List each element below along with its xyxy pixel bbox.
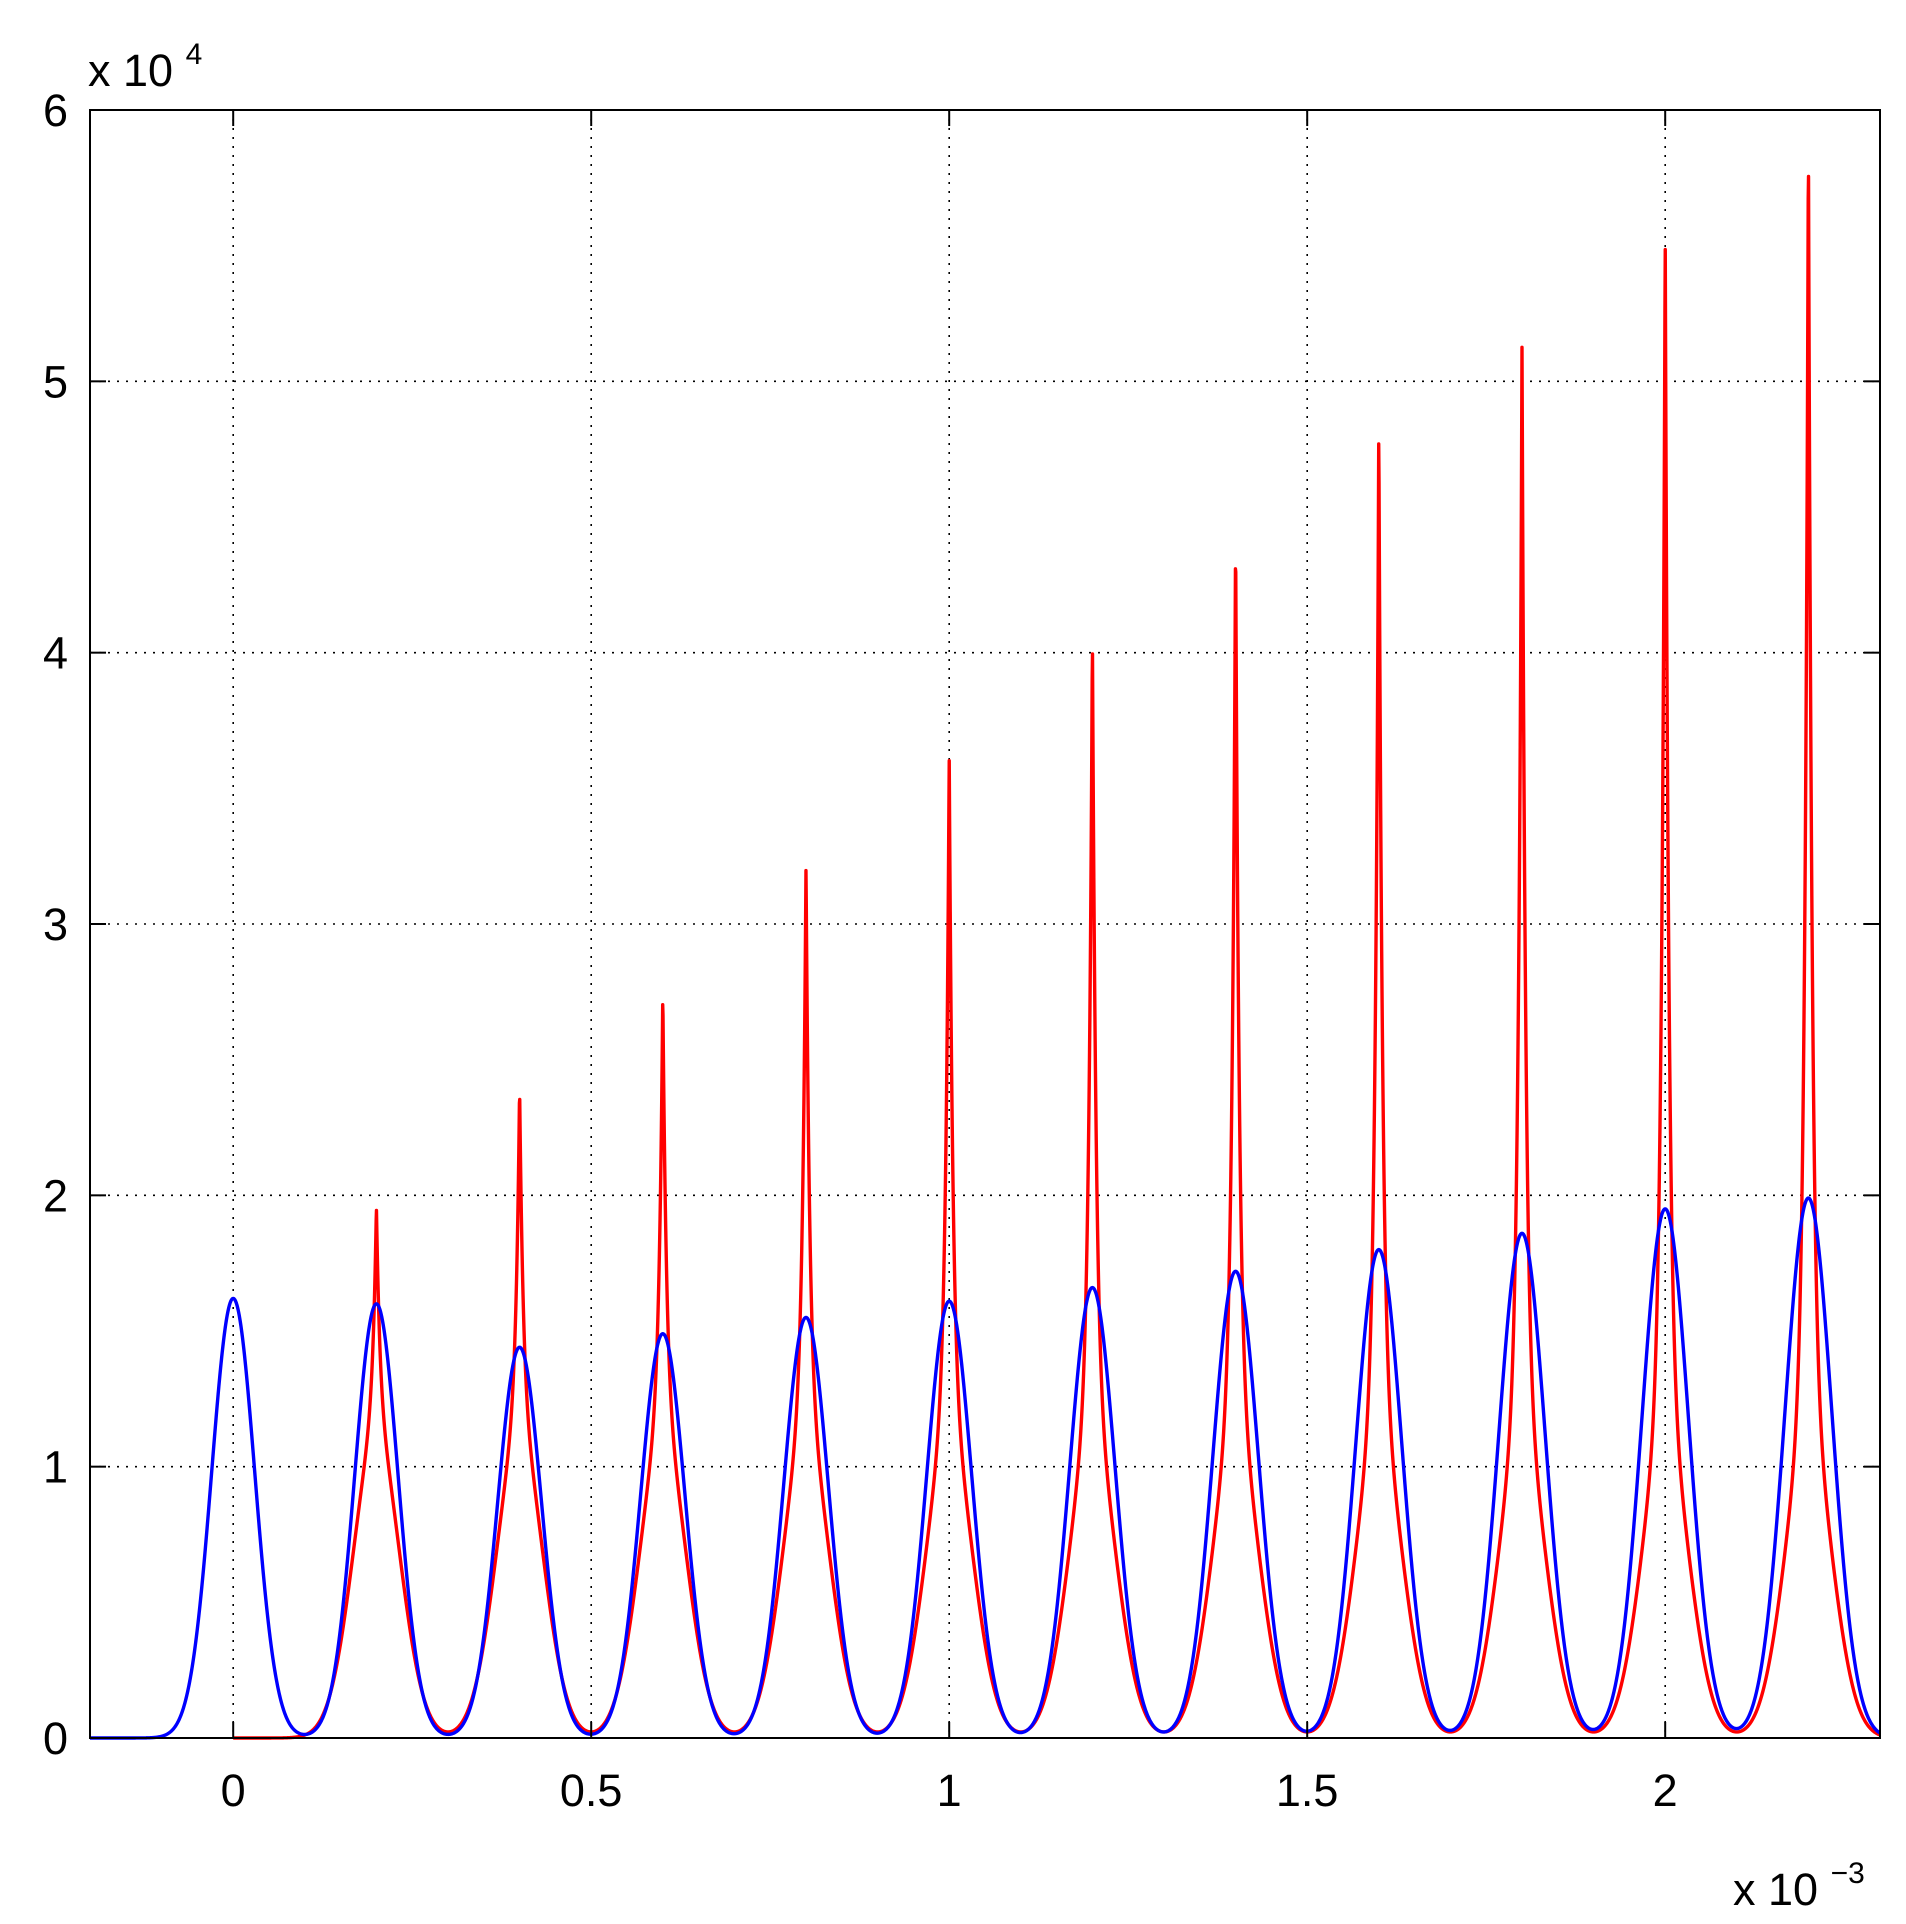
y-multiplier-exponent: 4 xyxy=(186,38,203,71)
x-multiplier-base: x 10 xyxy=(1733,1864,1818,1915)
y-tick-label: 0 xyxy=(43,1713,68,1764)
x-tick-label: 1.5 xyxy=(1276,1765,1339,1816)
x-multiplier-label: x 10 −3 xyxy=(1733,1857,1865,1915)
y-tick-label: 1 xyxy=(43,1442,68,1493)
x-multiplier-exponent: −3 xyxy=(1831,1857,1865,1890)
y-multiplier-label: x 10 4 xyxy=(88,38,202,96)
x-tick-label: 2 xyxy=(1653,1765,1678,1816)
y-tick-label: 5 xyxy=(43,356,68,407)
y-tick-label: 6 xyxy=(43,85,68,136)
y-multiplier-base: x 10 xyxy=(88,45,173,96)
x-tick-label: 0 xyxy=(221,1765,246,1816)
red-series-line xyxy=(231,174,1882,1740)
ticks xyxy=(90,109,1880,1739)
tick-labels: 0 0.5 1 1.5 2 0 1 2 3 4 5 6 xyxy=(43,85,1678,1816)
y-tick-label: 4 xyxy=(43,628,68,679)
x-tick-label: 1 xyxy=(937,1765,962,1816)
blue-series-line xyxy=(88,1196,1882,1740)
y-tick-label: 3 xyxy=(43,899,68,950)
x-tick-label: 0.5 xyxy=(560,1765,623,1816)
y-tick-label: 2 xyxy=(43,1170,68,1221)
series-group xyxy=(88,174,1882,1740)
